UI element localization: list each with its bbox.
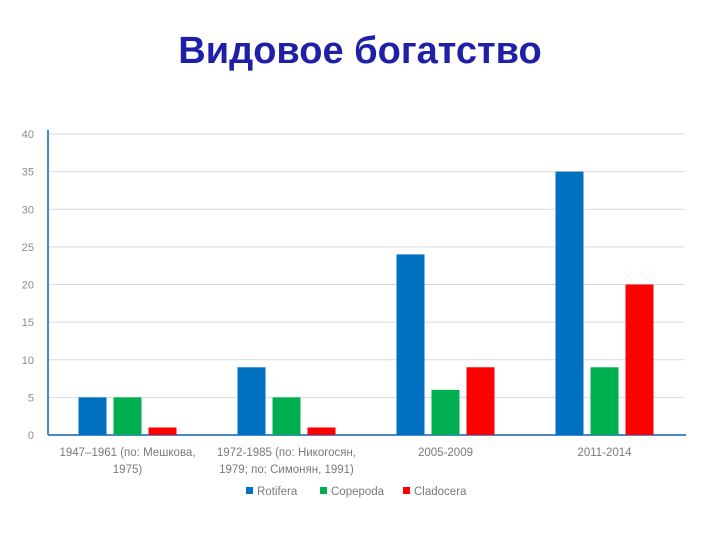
legend-label: Cladocera: [414, 486, 467, 498]
legend-label: Rotifera: [257, 486, 298, 498]
bar-rotifera: [78, 397, 107, 435]
bar-cladocera: [307, 427, 336, 435]
y-tick-label: 30: [22, 204, 34, 216]
bars: [78, 171, 654, 435]
category-label: 1972-1985 (по: Никогосян,: [217, 447, 356, 459]
category-label: 1979; по: Симонян, 1991): [219, 464, 354, 476]
y-tick-label: 0: [28, 430, 34, 442]
legend-swatch-rotifera: [246, 487, 253, 494]
bar-rotifera: [555, 171, 584, 435]
bar-rotifera: [396, 254, 425, 435]
legend-swatch-cladocera: [403, 487, 410, 494]
y-tick-labels: 0 5 10 15 20 25 30 35 40: [22, 129, 34, 442]
y-tick-label: 20: [22, 280, 34, 292]
bar-copepoda: [113, 397, 142, 435]
bar-copepoda: [272, 397, 301, 435]
category-label: 2011-2014: [577, 447, 632, 459]
gridlines: [48, 133, 684, 398]
bar-rotifera: [237, 367, 266, 435]
y-tick-label: 10: [22, 355, 34, 367]
y-tick-label: 25: [22, 242, 34, 254]
slide-title: Видовое богатство: [178, 30, 542, 72]
y-tick-label: 35: [22, 167, 34, 179]
category-label: 2005-2009: [418, 447, 473, 459]
category-label: 1975): [113, 464, 143, 476]
legend: Rotifera Copepoda Cladocera: [246, 486, 467, 498]
bar-cladocera: [466, 367, 495, 435]
bar-cladocera: [148, 427, 177, 435]
axes: [47, 130, 686, 436]
y-tick-label: 15: [22, 317, 34, 329]
category-labels: 1947–1961 (по: Мешкова, 1975) 1972-1985 (п…: [59, 447, 632, 476]
y-tick-label: 40: [22, 129, 34, 141]
bar-copepoda: [590, 367, 619, 435]
bar-copepoda: [431, 389, 460, 435]
legend-label: Copepoda: [331, 486, 385, 498]
category-label: 1947–1961 (по: Мешкова,: [59, 447, 195, 459]
bar-cladocera: [625, 284, 654, 435]
y-tick-label: 5: [28, 392, 34, 404]
legend-swatch-copepoda: [320, 487, 327, 494]
